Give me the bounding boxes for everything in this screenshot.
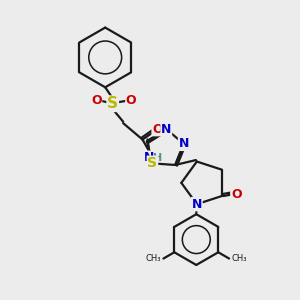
Text: O: O	[152, 123, 163, 136]
Text: S: S	[148, 156, 158, 170]
Text: S: S	[107, 96, 118, 111]
Text: CH₃: CH₃	[232, 254, 247, 263]
Text: O: O	[126, 94, 136, 107]
Text: N: N	[144, 151, 154, 164]
Text: CH₃: CH₃	[146, 254, 161, 263]
Text: O: O	[91, 94, 102, 107]
Text: H: H	[153, 153, 163, 164]
Text: N: N	[178, 137, 189, 150]
Text: N: N	[192, 198, 202, 211]
Text: N: N	[161, 123, 172, 136]
Text: O: O	[231, 188, 242, 201]
